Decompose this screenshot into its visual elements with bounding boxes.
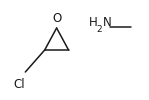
Text: H: H <box>89 16 97 28</box>
Text: 2: 2 <box>97 25 103 34</box>
Text: O: O <box>52 12 61 24</box>
Text: N: N <box>103 16 112 28</box>
Text: Cl: Cl <box>14 78 25 90</box>
